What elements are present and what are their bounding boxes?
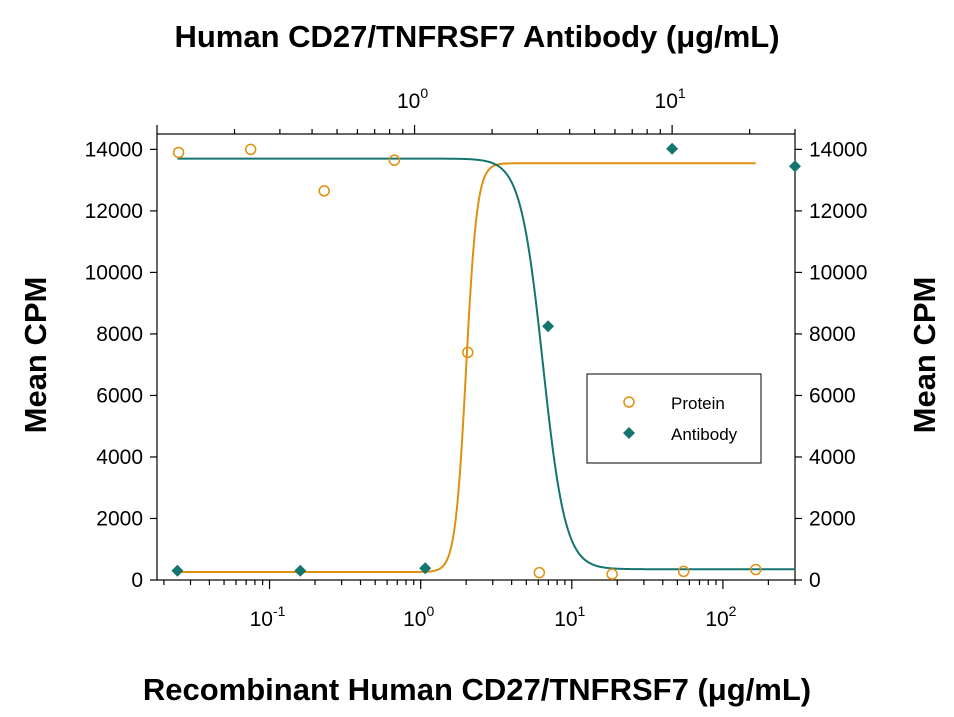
data-point-antibody [419,562,432,575]
y-tick-label-left: 6000 [96,384,143,407]
y-tick-label-right: 14000 [809,138,867,161]
legend-antibody-marker [623,427,635,439]
y-tick-label-right: 10000 [809,261,867,284]
data-point-protein [388,154,401,166]
x-tick-label-top: 100 [397,85,428,113]
y-tick-label-right: 12000 [809,200,867,223]
y-tick-label-right: 0 [809,569,821,592]
fit-curve-protein [178,162,756,573]
x-tick-label-bottom: 102 [705,603,736,631]
legend-box [586,373,762,464]
x-tick-label-bottom: 100 [403,603,434,631]
y-tick-label-right: 8000 [809,323,856,346]
legend-antibody-label: Antibody [671,425,738,444]
data-point-protein [462,346,474,359]
data-point-protein [172,146,185,159]
y-tick-label-right: 4000 [809,446,856,469]
chart-title: Human CD27/TNFRSF7 Antibody (μg/mL) [174,19,779,54]
y-tick-label-left: 14000 [85,138,143,161]
y-tick-label-left: 4000 [96,446,143,469]
data-point-antibody [294,564,307,577]
y-axis-label-left: Mean CPM [18,277,53,434]
data-point-antibody [666,142,679,155]
y-axis-label-right: Mean CPM [907,277,942,434]
data-point-antibody [171,564,184,577]
y-tick-label-left: 8000 [96,323,143,346]
x-tick-label-top: 101 [655,85,686,113]
y-tick-label-left: 0 [131,569,143,592]
y-tick-label-left: 12000 [85,200,143,223]
data-point-protein [606,568,618,580]
data-point-protein [677,565,690,578]
y-tick-label-right: 6000 [809,384,856,407]
x-tick-label-bottom: 10-1 [250,603,286,631]
data-points [171,142,801,580]
data-point-antibody [542,320,555,333]
data-point-protein [750,563,762,576]
plot-frame [156,133,796,581]
data-point-protein [318,185,330,197]
data-point-protein [244,143,257,156]
x-tick-label-bottom: 101 [554,603,585,631]
data-point-antibody [789,160,801,173]
fit-curves [177,157,795,573]
legend-protein-marker [623,396,635,408]
x-axis-label: Recombinant Human CD27/TNFRSF7 (μg/mL) [143,672,811,707]
y-tick-label-left: 10000 [85,261,143,284]
axes-layer: 0 0 2000 2000 4000 4000 6000 6000 8000 8000 10000 1… [85,85,868,631]
y-tick-label-right: 2000 [809,507,856,530]
y-tick-label-left: 2000 [96,507,143,530]
data-point-protein [533,566,546,579]
legend: Protein Antibody [586,373,762,464]
legend-protein-label: Protein [671,394,725,413]
fit-curve-antibody [177,157,795,571]
